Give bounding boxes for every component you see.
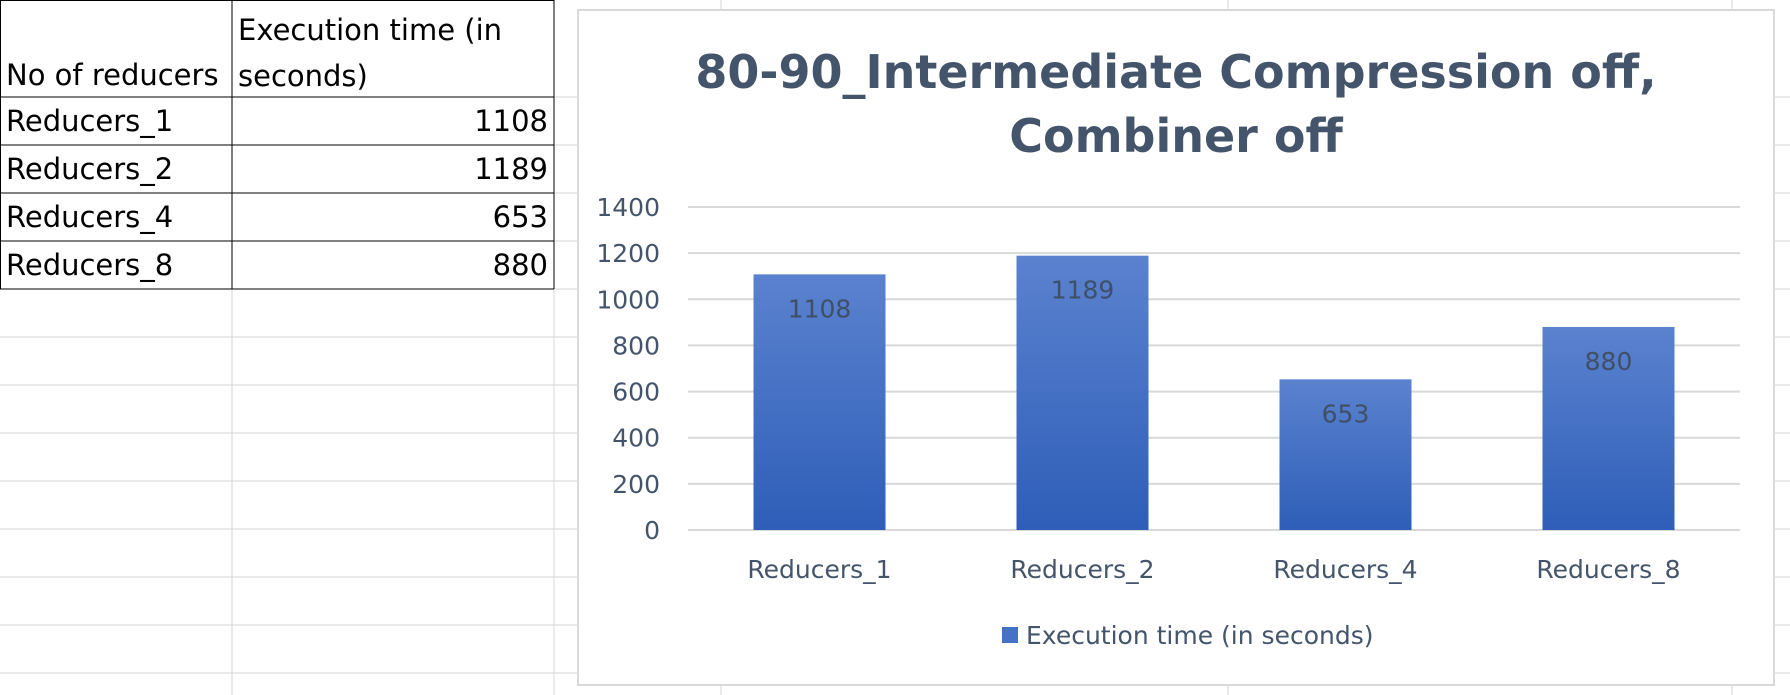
y-tick-label: 1000 — [596, 285, 660, 314]
row-label: Reducers_8 — [6, 248, 174, 282]
row-label-cell[interactable]: Reducers_2 — [0, 145, 232, 193]
y-tick-label: 200 — [612, 470, 660, 499]
bar — [1279, 379, 1412, 530]
data-label: 1189 — [1051, 276, 1115, 305]
y-tick-label: 800 — [612, 331, 660, 360]
x-category-label: Reducers_2 — [1010, 555, 1154, 584]
data-label: 653 — [1322, 399, 1370, 428]
data-label: 1108 — [788, 294, 852, 323]
legend-label: Execution time (in seconds) — [1026, 620, 1374, 650]
row-value-cell[interactable]: 1108 — [232, 97, 554, 145]
y-tick-label: 1400 — [596, 193, 660, 222]
header-execution-time-line1: Execution time (in — [238, 13, 503, 47]
row-value: 653 — [492, 200, 548, 234]
row-label-cell[interactable]: Reducers_4 — [0, 193, 232, 241]
y-tick-label: 1200 — [596, 239, 660, 268]
data-label: 880 — [1585, 347, 1633, 376]
row-label: Reducers_1 — [6, 104, 174, 138]
x-category-label: Reducers_8 — [1536, 555, 1680, 584]
row-label-cell[interactable]: Reducers_8 — [0, 241, 232, 289]
legend-swatch — [1002, 627, 1018, 643]
row-value-cell[interactable]: 653 — [232, 193, 554, 241]
row-value-cell[interactable]: 880 — [232, 241, 554, 289]
x-category-label: Reducers_1 — [747, 555, 891, 584]
chart-title-line1: 80-90_Intermediate Compression off, — [695, 45, 1657, 99]
y-tick-label: 400 — [612, 424, 660, 453]
row-value: 1189 — [474, 152, 548, 186]
row-label: Reducers_4 — [6, 200, 174, 234]
y-tick-label: 600 — [612, 378, 660, 407]
bar — [753, 274, 886, 530]
header-execution-time-line2: seconds) — [238, 59, 368, 93]
row-value-cell[interactable]: 1189 — [232, 145, 554, 193]
y-tick-label: 0 — [644, 516, 660, 545]
bar — [1542, 326, 1675, 530]
row-label-cell[interactable]: Reducers_1 — [0, 97, 232, 145]
header-no-of-reducers-label: No of reducers — [6, 58, 219, 93]
chart-title-line2: Combiner off — [1009, 109, 1343, 163]
row-value: 1108 — [474, 104, 548, 138]
header-execution-time[interactable]: Execution time (in seconds) — [232, 0, 554, 97]
header-no-of-reducers[interactable]: No of reducers — [0, 0, 232, 97]
row-label: Reducers_2 — [6, 152, 174, 186]
chart-legend[interactable]: Execution time (in seconds) — [1002, 618, 1374, 652]
chart-title[interactable]: 80-90_Intermediate Compression off, Comb… — [577, 40, 1775, 168]
row-value: 880 — [492, 248, 548, 282]
x-category-label: Reducers_4 — [1273, 555, 1417, 584]
bar — [1016, 255, 1149, 530]
